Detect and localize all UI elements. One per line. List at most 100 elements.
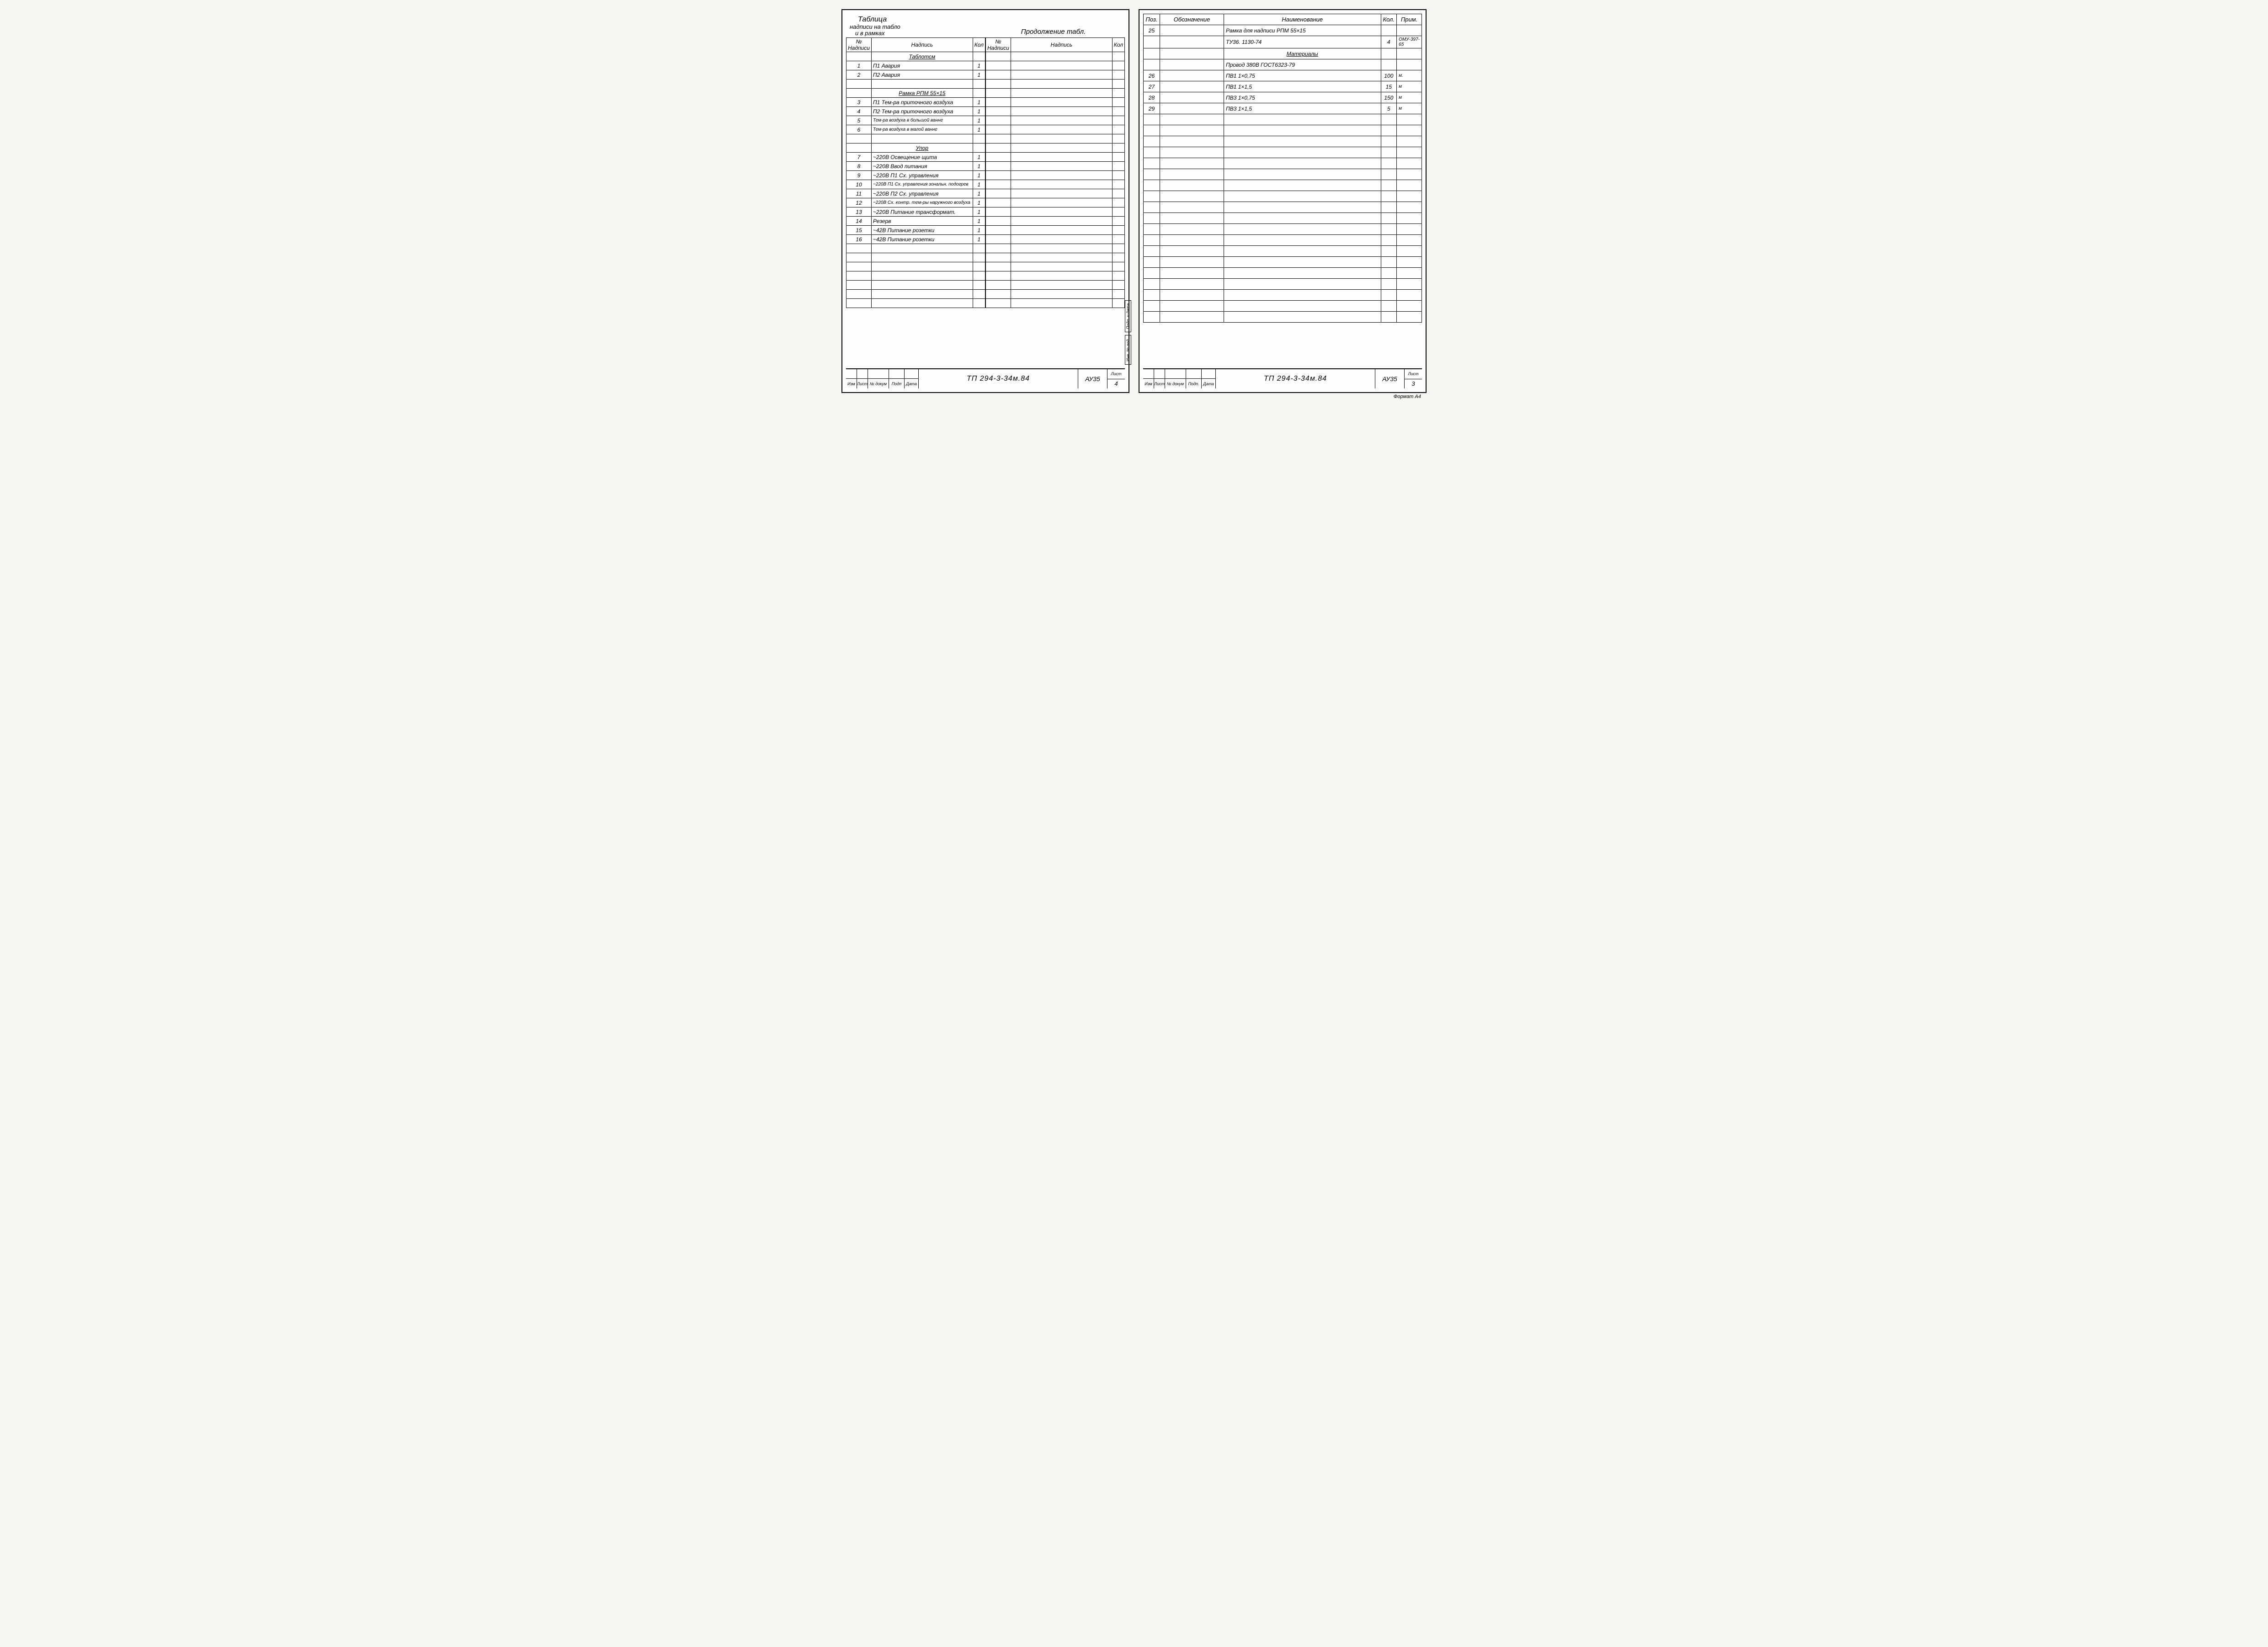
table-row: 5Тем-ра воздуха в большой ванне1 [847,116,985,125]
table-row [1144,290,1422,301]
table-row [986,180,1125,189]
doc-code: АУ35 [1078,369,1107,388]
table-row: 25Рамка для надписи РПМ 55×15 [1144,25,1422,36]
table-row: 15~42В Питание розетки1 [847,226,985,235]
table-row [986,80,1125,89]
table-row [986,70,1125,80]
table-row: 6Тем-ра воздуха в малой ванне1 [847,125,985,134]
table-row [986,61,1125,70]
table-row: 8~220В Ввод питания1 [847,162,985,171]
table-row [986,107,1125,116]
table-row [986,52,1125,61]
specification-table: Поз. Обозначение Наименование Кол. Прим.… [1143,14,1422,323]
col-header-nad2: Надпись [1011,38,1112,52]
continuation-label: Продолжение табл. [985,28,1121,37]
col-header-nad: Надпись [871,38,973,52]
table-row [986,299,1125,308]
title-line1: Таблица [850,16,985,24]
table-row [986,153,1125,162]
right-page: Инв. № под. Подп. и дата Поз. Обозначени… [1139,9,1427,393]
table-row [1144,246,1422,257]
table-row [1144,169,1422,180]
table-row [986,171,1125,180]
table-row [986,134,1125,143]
sheet-number-r: 3 [1405,379,1422,389]
table-row: 1П1 Авария1 [847,61,985,70]
table-row: 7~220В Освещение щита1 [847,153,985,162]
table-row: Таблотсм [847,52,985,61]
table-row [1144,257,1422,268]
col-header-kol: Кол. [1381,14,1397,25]
table-row: 4П2 Тем-ра приточного воздуха1 [847,107,985,116]
table-row: 11~220В П2 Сх. управления1 [847,189,985,198]
table-row [986,290,1125,299]
table-row [1144,180,1422,191]
sheet-label: Лист [1107,369,1125,379]
table-row [1144,125,1422,136]
table-row [1144,147,1422,158]
table-row [1144,136,1422,147]
table-row [1144,158,1422,169]
table-row [986,162,1125,171]
table-row: 13~220В Питание трансформат.1 [847,207,985,217]
table-row [986,89,1125,98]
table-row [847,290,985,299]
table-row: Рамка РПМ 55×15 [847,89,985,98]
col-header-prim: Прим. [1397,14,1422,25]
table-row: 27ПВ1 1×1,515м [1144,81,1422,92]
table-row: 3П1 Тем-ра приточного воздуха1 [847,98,985,107]
table-row [986,226,1125,235]
table-row [1144,191,1422,202]
table-row: 16~42В Питание розетки1 [847,235,985,244]
sheet-label-r: Лист [1405,369,1422,379]
col-header-poz: Поз. [1144,14,1160,25]
left-header: Таблица надписи на табло и в рамках Прод… [846,14,1125,37]
col-header-num: № Надписи [847,38,872,52]
table-row [1144,312,1422,323]
table-row [986,253,1125,262]
table-row [847,281,985,290]
doc-number: ТП 294-3-34м.84 [919,369,1078,388]
table-row [986,244,1125,253]
table-row [986,271,1125,281]
table-row [1144,114,1422,125]
table-row [1144,202,1422,213]
table-row [847,253,985,262]
right-title-block: ИзмЛист№ докумПодп.Дата ТП 294-3-34м.84 … [1143,368,1422,388]
table-row [1144,235,1422,246]
table-row: Упор [847,143,985,153]
table-row [986,98,1125,107]
col-header-naim: Наименование [1224,14,1381,25]
table-row [986,116,1125,125]
table-row: 10~220В П1 Сх. управления зональн. подог… [847,180,985,189]
title-line3: и в рамках [850,30,985,37]
title-line2: надписи на табло [850,24,985,30]
doc-number-r: ТП 294-3-34м.84 [1216,369,1375,388]
table-row [1144,213,1422,224]
table-row [847,244,985,253]
table-row [986,125,1125,134]
table-row: Провод 380В ГОСТ6323-79 [1144,59,1422,70]
col-header-kol2: Кол [1112,38,1124,52]
table-row [847,299,985,308]
table-row [986,235,1125,244]
col-header-oboz: Обозначение [1160,14,1224,25]
binding-side-labels: Инв. № под. Подп. и дата [1125,300,1131,365]
left-inscription-table: № Надписи Надпись Кол Таблотсм1П1 Авария… [846,37,985,308]
table-row [986,217,1125,226]
table-row [1144,268,1422,279]
table-row [1144,301,1422,312]
table-row: 26ПВ1 1×0,75100м. [1144,70,1422,81]
table-row [1144,279,1422,290]
table-row: 14Резерв1 [847,217,985,226]
doc-code-r: АУ35 [1375,369,1405,388]
left-title-block: ИзмЛист№ докумПодпДата ТП 294-3-34м.84 А… [846,368,1125,388]
table-row [986,281,1125,290]
table-row [986,262,1125,271]
table-row: 28ПВ3 1×0,75150м [1144,92,1422,103]
col-header-num2: № Надписи [986,38,1011,52]
table-row: ТУ36. 1130-744ОМУ-397-65 [1144,36,1422,48]
table-row: 12~220В Сх. контр. тем-ры наружного возд… [847,198,985,207]
table-row: 2П2 Авария1 [847,70,985,80]
table-row: 29ПВ3 1×1,55м [1144,103,1422,114]
